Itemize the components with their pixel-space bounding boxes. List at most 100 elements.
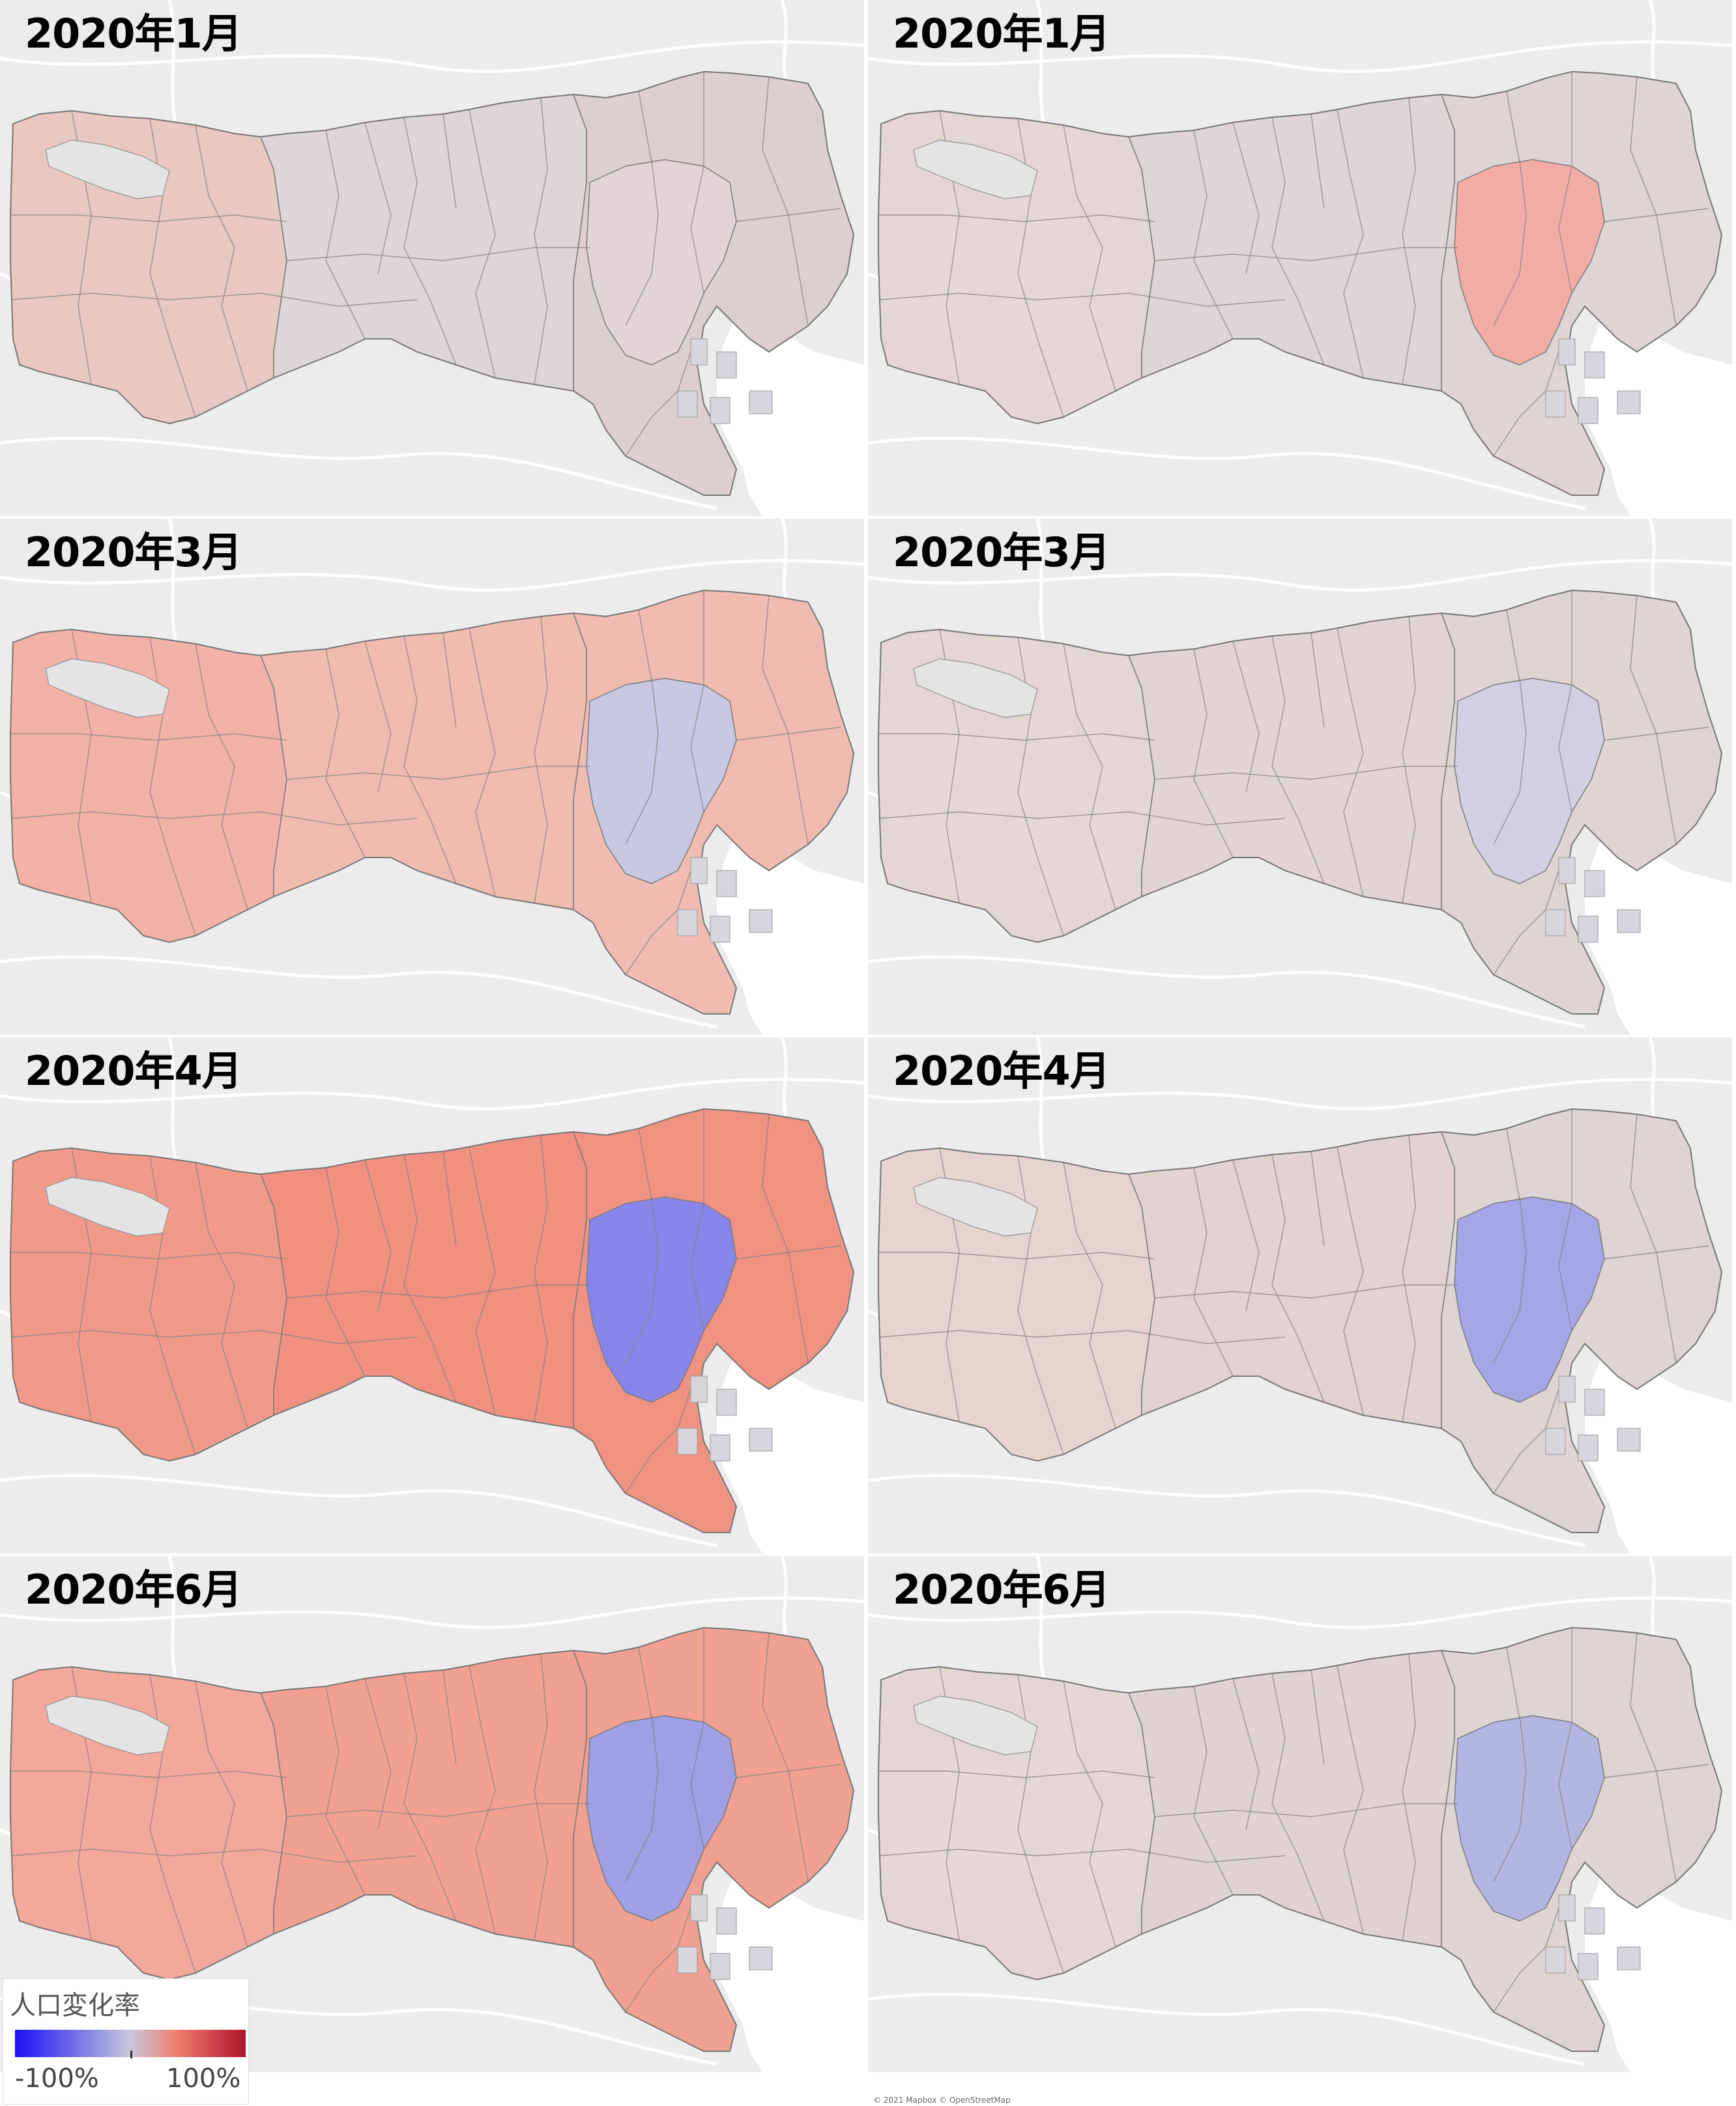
district-boundary-5: [403, 117, 457, 366]
district-boundary-14: [1232, 1678, 1260, 1830]
district-boundary-3: [195, 124, 248, 392]
map-panel-5[interactable]: 2020年4月: [0, 1037, 864, 1553]
reclaimed-pier-1: [690, 338, 708, 366]
district-boundary-14: [1232, 122, 1260, 274]
district-boundary-12: [11, 811, 418, 826]
district-boundary-16: [1604, 1764, 1709, 1778]
district-boundary-17: [625, 1389, 691, 1494]
district-boundary-3: [195, 643, 248, 910]
district-boundary-10: [762, 76, 809, 326]
district-boundary-8: [1506, 1647, 1520, 1720]
reclaimed-pier-3: [1545, 1428, 1566, 1455]
panel-title: 2020年4月: [893, 1047, 1110, 1095]
district-boundary-14: [364, 1678, 392, 1830]
reclaimed-pier-2: [716, 351, 737, 379]
tokyo-bay-water: [1585, 831, 1732, 1035]
district-boundary-5: [403, 1673, 457, 1922]
district-boundary-3: [1063, 1680, 1116, 1948]
district-boundary-13: [286, 247, 590, 261]
reclaimed-pier-5: [749, 1428, 773, 1452]
district-boundary-13: [286, 1284, 590, 1299]
map-panel-4[interactable]: 2020年3月: [868, 519, 1732, 1035]
district-boundary-18: [625, 1196, 659, 1364]
district-boundary-5: [403, 1154, 457, 1403]
district-boundary-5: [1271, 1673, 1325, 1922]
district-boundary-3: [195, 1162, 248, 1429]
district-boundary-18: [1493, 159, 1527, 326]
legend-center-tick: [130, 2051, 132, 2058]
district-boundary-11: [878, 1252, 1155, 1260]
district-boundary-16: [1604, 727, 1709, 741]
district-boundary-16: [736, 1245, 841, 1260]
basemap-road-2: [0, 955, 717, 1029]
district-boundary-14: [1232, 1159, 1260, 1312]
region-core: [586, 159, 737, 366]
district-boundary-19: [690, 1203, 704, 1331]
reclaimed-pier-5: [1617, 1946, 1641, 1970]
region-center: [260, 613, 587, 910]
reclaimed-pier-2: [1584, 351, 1605, 379]
region-core: [1454, 1196, 1605, 1403]
district-boundary-17: [1493, 1389, 1559, 1494]
district-boundary-11: [10, 1252, 287, 1260]
reclaimed-pier-1: [690, 1376, 708, 1403]
district-boundary-4: [325, 1167, 366, 1377]
panel-title: 2020年1月: [893, 10, 1110, 57]
reclaimed-pier-4: [710, 397, 731, 424]
district-boundary-7: [534, 616, 548, 904]
district-boundary-10: [1630, 1114, 1677, 1364]
region-center: [1128, 1650, 1455, 1948]
district-boundary-3: [1063, 1162, 1116, 1429]
district-boundary-16: [736, 1764, 841, 1778]
map-attribution[interactable]: © 2021 Mapbox © OpenStreetMap: [873, 2096, 1011, 2105]
district-boundary-12: [879, 811, 1286, 826]
map-panel-1[interactable]: 2020年1月: [0, 0, 864, 516]
region-center: [1128, 1131, 1455, 1429]
map-panel-2[interactable]: 2020年1月: [868, 0, 1732, 516]
basemap-road-1: [868, 558, 1732, 592]
reclaimed-pier-2: [716, 1389, 737, 1416]
district-boundary-17: [625, 1907, 691, 2013]
reclaimed-pier-5: [749, 390, 773, 414]
district-boundary-6: [469, 1665, 496, 1935]
district-boundary-17: [1493, 870, 1559, 975]
district-boundary-14: [364, 1159, 392, 1312]
district-boundary-18: [625, 678, 659, 845]
panel-title: 2020年4月: [25, 1047, 242, 1095]
district-boundary-19: [1558, 1203, 1572, 1331]
district-boundary-7: [1402, 616, 1416, 904]
reclaimed-pier-1: [1558, 857, 1576, 884]
district-boundary-5: [1271, 635, 1325, 884]
district-boundary-4: [325, 648, 366, 858]
basemap-road-2: [868, 1473, 1585, 1548]
tokyo-bay-water: [717, 313, 864, 516]
map-panel-6[interactable]: 2020年4月: [868, 1037, 1732, 1553]
district-boundary-7: [534, 1653, 548, 1941]
map-panel-3[interactable]: 2020年3月: [0, 519, 864, 1035]
reclaimed-pier-3: [1545, 909, 1566, 936]
district-boundary-8: [638, 1647, 652, 1720]
basemap-road-2: [868, 955, 1585, 1029]
basemap-road-2: [0, 436, 717, 510]
district-boundary-12: [11, 1849, 418, 1863]
district-boundary-17: [1493, 1907, 1559, 2013]
district-boundary-11: [878, 214, 1155, 222]
district-boundary-13: [1154, 1803, 1458, 1817]
tokyo-bay-water: [1585, 1869, 1732, 2072]
district-boundary-3: [195, 1680, 248, 1948]
district-boundary-13: [1154, 247, 1458, 261]
district-boundary-14: [364, 641, 392, 793]
map-canvas: [868, 0, 1732, 516]
district-boundary-19: [690, 166, 704, 294]
region-core: [1454, 159, 1605, 366]
district-boundary-19: [1558, 166, 1572, 294]
district-boundary-6: [1337, 627, 1364, 897]
district-boundary-11: [10, 733, 287, 741]
district-boundary-15: [1310, 632, 1325, 728]
reclaimed-pier-3: [677, 1428, 698, 1455]
map-panel-8[interactable]: 2020年6月: [868, 1556, 1732, 2072]
basemap-road-1: [0, 558, 864, 592]
color-legend: 人口変化率 -100% 100%: [3, 1978, 249, 2105]
district-boundary-8: [638, 609, 652, 682]
district-boundary-8: [1506, 91, 1520, 164]
